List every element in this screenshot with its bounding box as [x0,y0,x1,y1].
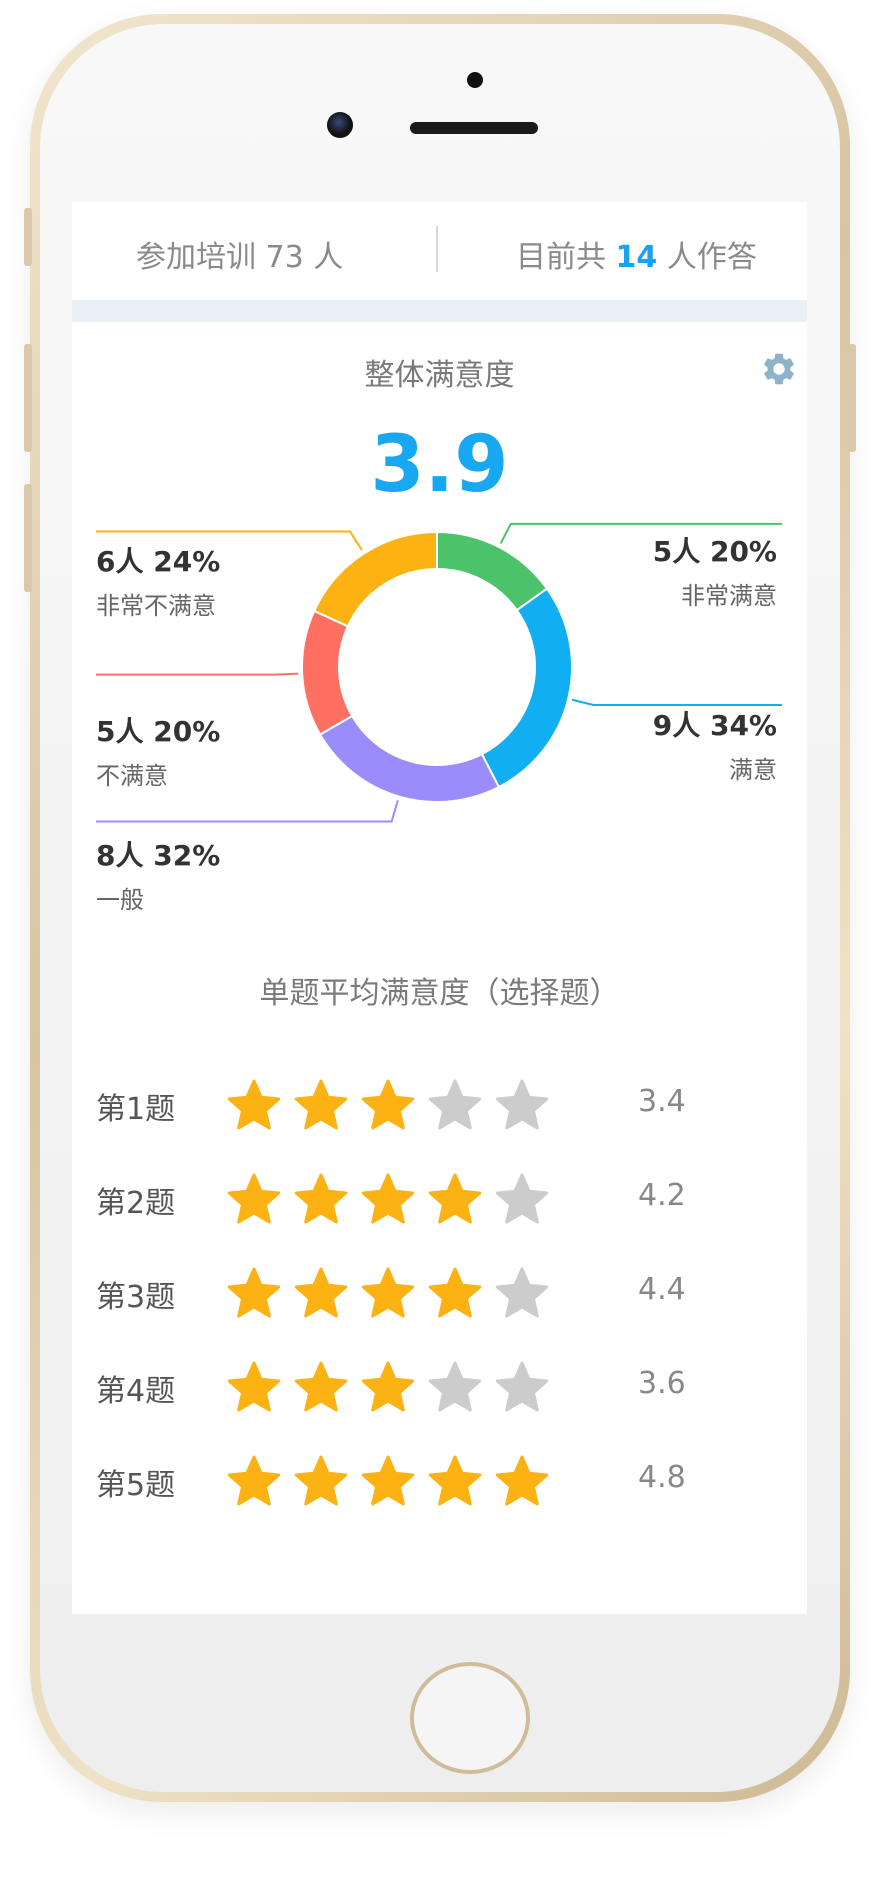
star-filled-icon [227,1079,281,1130]
answered-count: 14 [615,240,658,275]
leader-line-4 [96,530,363,551]
participants-stat: 参加培训 73 人 [136,232,343,276]
star-empty-icon [495,1361,549,1412]
answered-suffix: 人作答 [666,240,757,275]
star-empty-icon [495,1079,549,1130]
donut-slice-3 [301,609,354,736]
star-filled-icon [227,1455,281,1506]
star-filled-icon [361,1455,415,1506]
leader-line-1 [571,698,782,706]
earpiece-speaker [410,122,538,134]
label-very-dissatisfied: 6人 24% 非常不满意 [96,540,220,621]
star-filled-icon [495,1455,549,1506]
label-very-satisfied: 5人 20% 非常满意 [653,530,777,611]
question-score: 4.4 [638,1272,686,1307]
home-button[interactable] [410,1662,530,1774]
star-rating [227,1173,549,1224]
front-camera [327,112,353,138]
participants-count: 73 [265,240,304,275]
star-rating [227,1079,549,1130]
star-filled-icon [361,1173,415,1224]
star-filled-icon [294,1173,348,1224]
star-filled-icon [361,1361,415,1412]
proximity-sensor [467,72,483,88]
gear-icon[interactable] [760,350,798,388]
donut-slice-1 [480,587,573,789]
question-score: 4.8 [638,1460,686,1495]
stats-bar: 参加培训 73 人 目前共 14 人作答 [72,202,807,300]
star-filled-icon [428,1267,482,1318]
star-filled-icon [361,1267,415,1318]
app-screen: 参加培训 73 人 目前共 14 人作答 整体满意度 3.9 6人 24% 非常… [72,202,807,1614]
rating-row: 第3题 4.4 [72,1260,807,1330]
label-satisfied: 9人 34% 满意 [653,704,777,785]
question-label: 第2题 [96,1186,176,1221]
power-button[interactable] [848,344,856,452]
star-empty-icon [495,1267,549,1318]
star-empty-icon [428,1361,482,1412]
star-filled-icon [294,1079,348,1130]
donut-slice-4 [312,530,438,628]
question-satisfaction-title: 单题平均满意度（选择题） [259,976,620,1011]
answered-stat: 目前共 14 人作答 [516,232,757,276]
very-dissatisfied-count: 6人 24% [96,545,221,578]
label-neutral: 8人 32% 一般 [96,834,220,915]
leader-line-2 [96,800,399,823]
very-satisfied-name: 非常满意 [681,582,777,610]
rating-row: 第2题 4.2 [72,1166,807,1236]
rating-row: 第5题 4.8 [72,1448,807,1518]
neutral-name: 一般 [96,886,144,914]
participants-unit: 人 [313,240,344,275]
volume-down-button[interactable] [24,484,32,592]
satisfied-count: 9人 34% [652,709,777,742]
star-filled-icon [428,1455,482,1506]
volume-up-button[interactable] [24,344,32,452]
star-filled-icon [227,1361,281,1412]
overall-title: 整体满意度 [364,358,515,393]
dissatisfied-name: 不满意 [96,762,168,790]
star-filled-icon [294,1361,348,1412]
satisfied-name: 满意 [729,756,777,784]
very-satisfied-count: 5人 20% [652,535,777,568]
star-filled-icon [227,1173,281,1224]
rating-row: 第1题 3.4 [72,1072,807,1142]
star-empty-icon [495,1173,549,1224]
stats-divider [436,226,438,272]
section-separator [72,300,807,322]
star-filled-icon [294,1267,348,1318]
question-score: 3.6 [638,1366,686,1401]
star-filled-icon [294,1455,348,1506]
star-rating [227,1267,549,1318]
label-dissatisfied: 5人 20% 不满意 [96,710,220,791]
neutral-count: 8人 32% [96,839,221,872]
question-score: 3.4 [638,1084,686,1119]
star-filled-icon [428,1173,482,1224]
question-label: 第3题 [96,1280,176,1315]
leader-line-3 [96,672,299,676]
mute-switch[interactable] [24,208,32,266]
star-rating [227,1455,549,1506]
very-dissatisfied-name: 非常不满意 [96,592,216,620]
satisfaction-donut-chart [96,522,782,823]
donut-slice-2 [318,714,501,803]
question-label: 第4题 [96,1374,176,1409]
star-empty-icon [428,1079,482,1130]
leader-line-0 [499,522,782,544]
star-rating [227,1361,549,1412]
question-label: 第5题 [96,1468,176,1503]
question-label: 第1题 [96,1092,176,1127]
star-filled-icon [227,1267,281,1318]
overall-score: 3.9 [370,420,509,510]
dissatisfied-count: 5人 20% [96,715,221,748]
participants-label: 参加培训 [136,240,256,275]
rating-row: 第4题 3.6 [72,1354,807,1424]
donut-slice-0 [436,530,549,612]
question-score: 4.2 [638,1178,686,1213]
answered-prefix: 目前共 [516,240,606,275]
star-filled-icon [361,1079,415,1130]
